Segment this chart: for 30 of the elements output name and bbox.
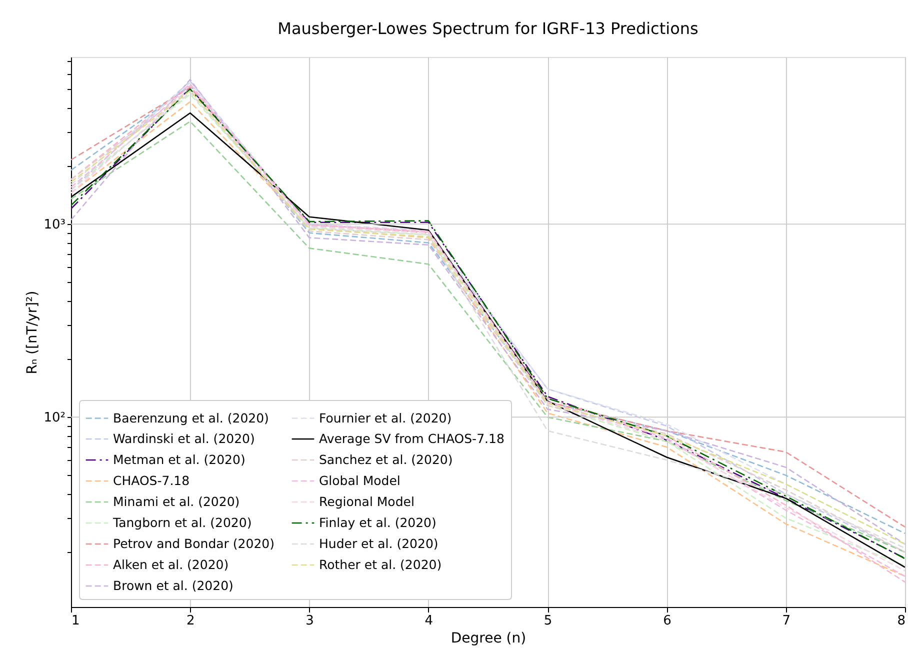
legend-label: Minami et al. (2020) [113,494,240,509]
x-axis-title: Degree (n) [450,630,526,646]
legend-label: Fournier et al. (2020) [319,410,452,426]
legend-label: Wardinski et al. (2020) [113,431,255,446]
legend-label: Sanchez et al. (2020) [319,452,453,467]
y-tick-label: 10³ [44,218,66,233]
legend-label: Regional Model [319,494,414,509]
x-tick-label: 1 [72,614,80,628]
x-tick-label: 4 [424,614,434,628]
legend-label: Petrov and Bondar (2020) [113,536,274,551]
x-tick-label: 2 [186,614,195,628]
x-tick-label: 8 [897,614,906,628]
x-tick-label: 3 [306,614,314,628]
x-tick-label: 5 [544,614,552,628]
chart-title: Mausberger-Lowes Spectrum for IGRF-13 Predictions [278,18,698,38]
y-tick-label: 10² [44,410,66,426]
x-tick-label: 6 [663,614,672,628]
legend-label: Baerenzung et al. (2020) [113,410,269,426]
legend-label: Global Model [319,473,400,488]
legend-label: Tangborn et al. (2020) [112,515,252,530]
legend-label: Average SV from CHAOS-7.18 [319,431,504,446]
legend-label: CHAOS-7.18 [113,473,190,488]
legend-label: Finlay et al. (2020) [319,515,436,530]
legend-label: Metman et al. (2020) [113,452,246,467]
legend-label: Alken et al. (2020) [113,557,229,572]
legend-label: Huder et al. (2020) [319,536,438,551]
x-tick-label: 7 [782,614,790,628]
legend-label: Brown et al. (2020) [113,578,234,593]
legend-label: Rother et al. (2020) [319,557,442,572]
y-axis-title: Rₙ ([nT/yr]²) [24,290,41,374]
